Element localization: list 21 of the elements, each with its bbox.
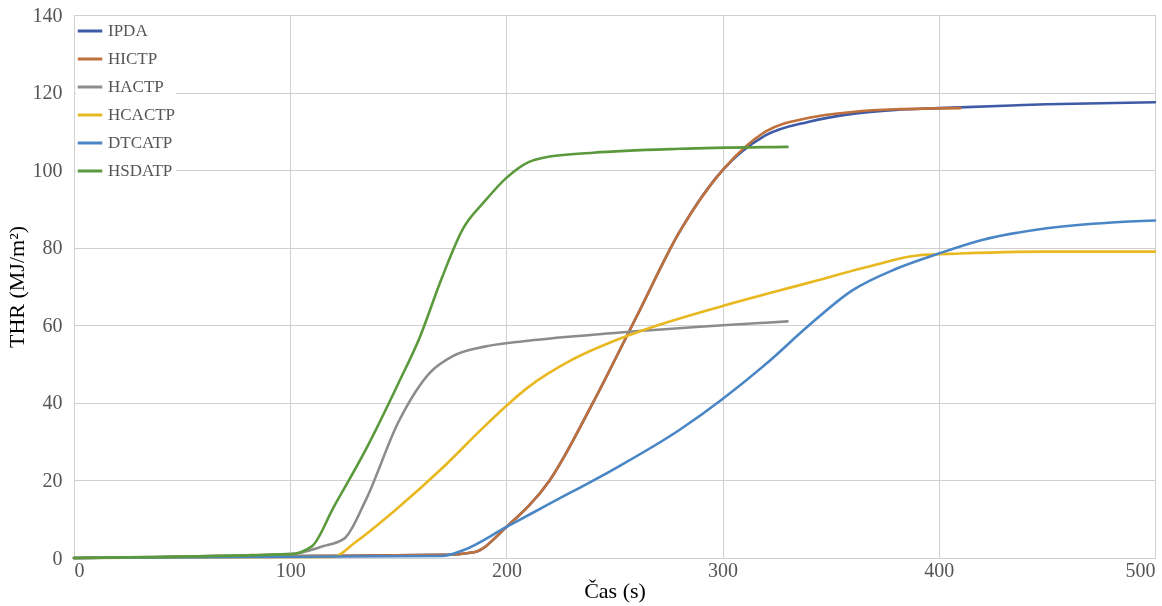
legend-label: DTCATP	[108, 133, 173, 152]
y-tick-label: 120	[32, 81, 63, 104]
x-tick-label: 0	[74, 558, 85, 581]
legend-label: IPDA	[108, 21, 149, 40]
x-tick-label: 500	[1125, 558, 1156, 581]
y-tick-label: 100	[32, 158, 63, 181]
x-tick-label: 100	[275, 558, 306, 581]
x-tick-label: 300	[708, 558, 739, 581]
x-axis-title: Čas (s)	[584, 577, 646, 603]
legend-label: HACTP	[108, 77, 164, 96]
legend-label: HSDATP	[108, 161, 173, 180]
y-tick-label: 40	[42, 391, 63, 414]
legend-label: HCACTP	[108, 105, 176, 124]
legend-label: HICTP	[108, 49, 158, 68]
x-tick-label: 200	[491, 558, 522, 581]
y-tick-label: 80	[42, 236, 63, 259]
y-tick-label: 60	[42, 313, 63, 336]
y-tick-label: 20	[42, 468, 63, 491]
x-tick-label: 400	[924, 558, 955, 581]
y-axis-title: THR (MJ/m²)	[3, 225, 29, 349]
y-tick-label: 140	[32, 3, 63, 26]
